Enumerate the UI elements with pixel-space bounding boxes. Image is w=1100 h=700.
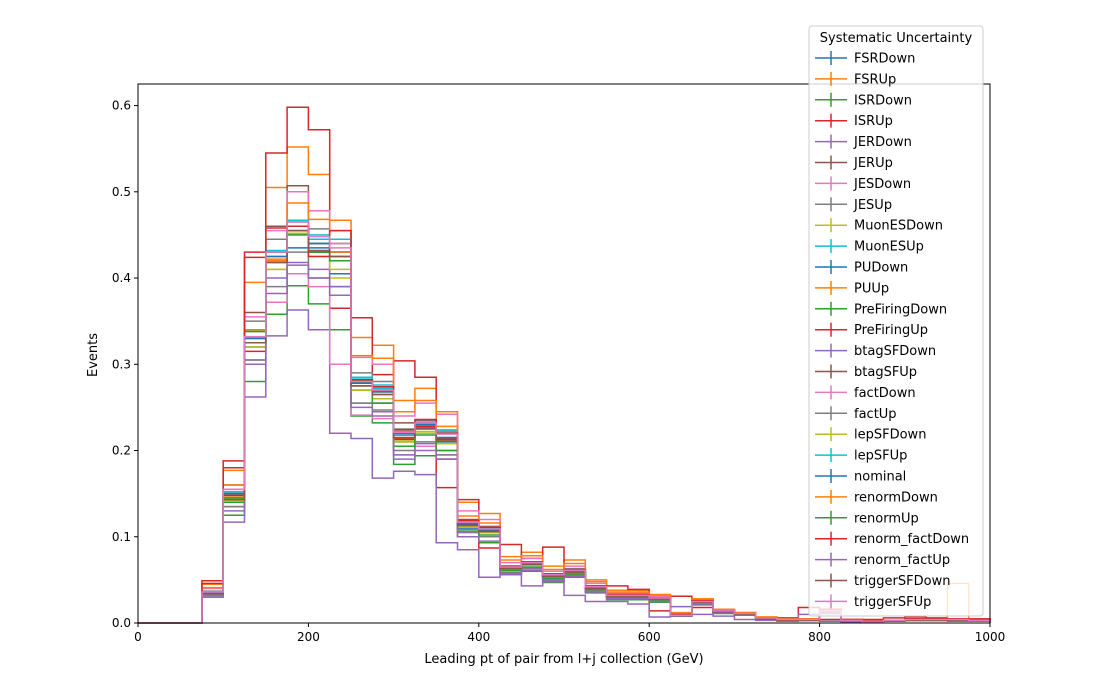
legend-label: PreFiringUp xyxy=(854,323,928,338)
legend-frame xyxy=(808,25,984,617)
series-triggerSFUp xyxy=(138,221,991,624)
legend-items: FSRDown FSRUp ISRDown ISRUp JERDown JERUp JESD… xyxy=(815,51,969,610)
y-tick-label: 0.1 xyxy=(112,530,131,544)
y-axis-label: Events xyxy=(86,333,101,377)
legend-item-ISRDown: ISRDown xyxy=(815,92,912,108)
legend-item-renormDown: renormDown xyxy=(815,489,938,505)
legend-item-btagSFUp: btagSFUp xyxy=(815,364,917,380)
legend-label: PreFiringDown xyxy=(854,302,947,317)
legend-item-lepSFDown: lepSFDown xyxy=(815,427,926,443)
legend-label: nominal xyxy=(854,470,906,485)
legend-label: renormDown xyxy=(854,490,938,505)
x-axis-ticks: 0 200 400 600 800 1000 xyxy=(134,623,1005,644)
legend-label: btagSFUp xyxy=(854,365,917,380)
legend-label: ISRDown xyxy=(854,93,912,108)
y-axis-ticks: 0.0 0.1 0.2 0.3 0.4 0.5 0.6 xyxy=(112,99,138,630)
legend-label: MuonESDown xyxy=(854,219,943,234)
legend-item-nominal: nominal xyxy=(815,469,906,485)
x-tick-label: 0 xyxy=(134,630,142,644)
legend-item-JERUp: JERUp xyxy=(815,155,893,171)
y-tick-label: 0.5 xyxy=(112,185,131,199)
legend: Systematic Uncertainty FSRDown FSRUp ISRDo… xyxy=(808,25,984,617)
legend-item-triggerSFUp: triggerSFUp xyxy=(815,594,931,610)
legend-item-renormUp: renormUp xyxy=(815,510,919,526)
legend-label: MuonESUp xyxy=(854,240,924,255)
legend-item-FSRUp: FSRUp xyxy=(815,71,896,87)
legend-label: factUp xyxy=(854,407,897,422)
legend-label: triggerSFUp xyxy=(854,595,931,610)
legend-label: PUUp xyxy=(854,281,889,296)
plot-frame xyxy=(137,83,991,624)
legend-label: JESUp xyxy=(853,198,892,213)
legend-label: FSRUp xyxy=(854,72,896,87)
legend-item-FSRDown: FSRDown xyxy=(815,51,915,67)
y-tick-label: 0.6 xyxy=(112,99,131,113)
x-tick-label: 400 xyxy=(467,630,490,644)
legend-label: renormUp xyxy=(854,511,919,526)
legend-item-ISRUp: ISRUp xyxy=(815,113,893,129)
x-tick-label: 600 xyxy=(638,630,661,644)
legend-item-MuonESUp: MuonESUp xyxy=(815,239,924,255)
x-tick-label: 200 xyxy=(297,630,320,644)
legend-item-factUp: factUp xyxy=(815,406,897,422)
x-axis-label: Leading pt of pair from l+j collection (… xyxy=(424,652,703,667)
legend-item-renorm_factDown: renorm_factDown xyxy=(815,531,969,547)
legend-item-JERDown: JERDown xyxy=(815,134,912,150)
series-JERDown xyxy=(138,309,991,624)
legend-item-PUDown: PUDown xyxy=(815,260,908,276)
legend-item-btagSFDown: btagSFDown xyxy=(815,343,936,359)
legend-item-PreFiringDown: PreFiringDown xyxy=(815,301,947,317)
legend-item-PreFiringUp: PreFiringUp xyxy=(815,322,928,338)
legend-item-PUUp: PUUp xyxy=(815,280,889,296)
y-tick-label: 0.0 xyxy=(112,616,131,630)
legend-label: lepSFUp xyxy=(854,449,907,464)
y-tick-label: 0.3 xyxy=(112,357,131,371)
legend-label: renorm_factUp xyxy=(854,553,950,568)
x-tick-label: 800 xyxy=(808,630,831,644)
y-tick-label: 0.4 xyxy=(112,271,131,285)
legend-item-JESDown: JESDown xyxy=(815,176,911,192)
legend-label: JESDown xyxy=(853,177,911,192)
y-tick-label: 0.2 xyxy=(112,444,131,458)
legend-item-renorm_factUp: renorm_factUp xyxy=(815,552,950,568)
legend-item-JESUp: JESUp xyxy=(815,197,892,213)
legend-label: triggerSFDown xyxy=(854,574,950,589)
legend-label: JERUp xyxy=(853,156,893,171)
legend-label: btagSFDown xyxy=(854,344,936,359)
legend-label: ISRUp xyxy=(854,114,893,129)
legend-item-factDown: factDown xyxy=(815,385,916,401)
legend-item-triggerSFDown: triggerSFDown xyxy=(815,573,950,589)
legend-item-MuonESDown: MuonESDown xyxy=(815,218,943,234)
legend-item-lepSFUp: lepSFUp xyxy=(815,448,907,464)
legend-label: JERDown xyxy=(853,135,912,150)
x-tick-label: 1000 xyxy=(975,630,1006,644)
legend-label: FSRDown xyxy=(854,52,915,67)
legend-label: PUDown xyxy=(854,261,908,276)
legend-label: factDown xyxy=(854,386,916,401)
legend-label: lepSFDown xyxy=(854,428,926,443)
legend-label: renorm_factDown xyxy=(854,532,969,547)
legend-title: Systematic Uncertainty xyxy=(820,31,973,46)
